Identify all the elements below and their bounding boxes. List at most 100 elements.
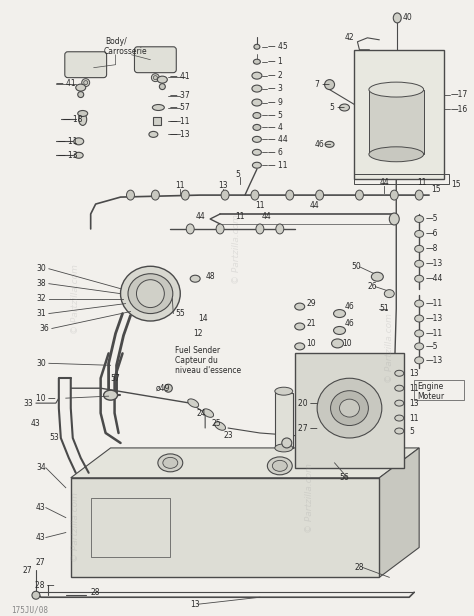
Ellipse shape [267,457,292,475]
Text: 42: 42 [345,33,354,43]
Text: 32: 32 [36,294,46,303]
Ellipse shape [316,190,324,200]
Ellipse shape [128,274,173,314]
Text: — 11: — 11 [58,137,77,146]
Text: 25: 25 [211,418,221,428]
Ellipse shape [74,138,84,145]
Text: 46: 46 [345,319,354,328]
Ellipse shape [331,339,344,348]
Text: —13: —13 [426,259,443,269]
Bar [369,89,424,154]
Ellipse shape [415,275,424,282]
Text: 30: 30 [36,359,46,368]
Text: © Partzilla.com: © Partzilla.com [71,493,80,562]
Ellipse shape [253,113,261,118]
Ellipse shape [158,454,183,472]
Text: 44: 44 [379,177,389,187]
Text: 28: 28 [91,588,100,597]
Text: 11: 11 [175,180,185,190]
Text: 175JU/08: 175JU/08 [11,605,48,614]
Text: © Partzilla.com: © Partzilla.com [385,314,394,383]
Ellipse shape [339,399,359,417]
Text: 28: 28 [355,563,364,572]
Ellipse shape [415,343,424,350]
Ellipse shape [395,400,404,406]
Ellipse shape [221,190,229,200]
Ellipse shape [384,290,394,298]
Text: —44: —44 [426,274,444,283]
Text: — 4: — 4 [268,123,283,132]
Ellipse shape [153,105,164,110]
Text: — 45: — 45 [268,43,288,51]
Ellipse shape [254,44,260,49]
Ellipse shape [415,230,424,237]
Ellipse shape [389,213,399,225]
Text: Capteur du: Capteur du [175,356,218,365]
Ellipse shape [157,76,167,83]
Circle shape [151,74,159,82]
Text: 31: 31 [36,309,46,318]
Ellipse shape [415,190,423,200]
Text: — 13: — 13 [170,130,190,139]
Ellipse shape [286,190,294,200]
Ellipse shape [415,300,424,307]
Text: 11: 11 [255,201,264,209]
Bar [355,50,444,179]
Text: 50: 50 [351,262,361,271]
Text: 15: 15 [451,180,461,188]
Text: 5: 5 [235,169,240,179]
Ellipse shape [334,326,346,334]
Text: niveau d'essence: niveau d'essence [175,366,241,375]
Text: 40: 40 [402,14,412,22]
Text: 46: 46 [315,140,324,149]
Ellipse shape [415,330,424,337]
Text: 20 —: 20 — [298,399,318,408]
Ellipse shape [276,224,284,234]
Text: 57: 57 [110,374,120,383]
Circle shape [159,84,165,89]
Text: —13: —13 [426,356,443,365]
Ellipse shape [256,224,264,234]
Ellipse shape [253,136,261,142]
Ellipse shape [415,357,424,364]
Text: ø49: ø49 [155,384,170,393]
Text: — 57: — 57 [170,103,190,112]
Text: Carrosserie: Carrosserie [104,47,147,56]
Circle shape [84,81,88,84]
Ellipse shape [137,280,164,307]
Text: —8: —8 [426,245,438,253]
Ellipse shape [76,84,86,91]
Text: —11: —11 [426,299,443,308]
Ellipse shape [295,343,305,350]
Text: 55: 55 [175,309,185,318]
Text: Engine: Engine [417,382,443,391]
Ellipse shape [395,428,404,434]
Text: — 13: — 13 [58,151,77,160]
Text: 27 —: 27 — [298,424,318,432]
Ellipse shape [415,315,424,322]
Text: —5: —5 [426,342,438,351]
Ellipse shape [251,190,259,200]
Circle shape [282,438,292,448]
Bar [275,393,293,448]
Ellipse shape [78,110,88,116]
Text: — 3: — 3 [268,84,283,93]
Text: 11: 11 [409,413,419,423]
Text: —6: —6 [426,229,438,238]
FancyBboxPatch shape [135,47,176,73]
Ellipse shape [186,224,194,234]
Text: 13: 13 [218,180,228,190]
Text: 10 —: 10 — [36,394,55,403]
Text: © Partzilla.com: © Partzilla.com [305,463,314,533]
Text: 43: 43 [31,418,41,428]
Text: — 41: — 41 [56,79,75,88]
Text: 53: 53 [49,434,59,442]
Text: —13: —13 [426,314,443,323]
Ellipse shape [104,390,118,400]
Ellipse shape [415,216,424,222]
Ellipse shape [149,131,158,137]
Text: 13: 13 [190,600,200,609]
Text: 44: 44 [195,213,205,222]
Circle shape [154,76,157,79]
Ellipse shape [120,266,180,321]
